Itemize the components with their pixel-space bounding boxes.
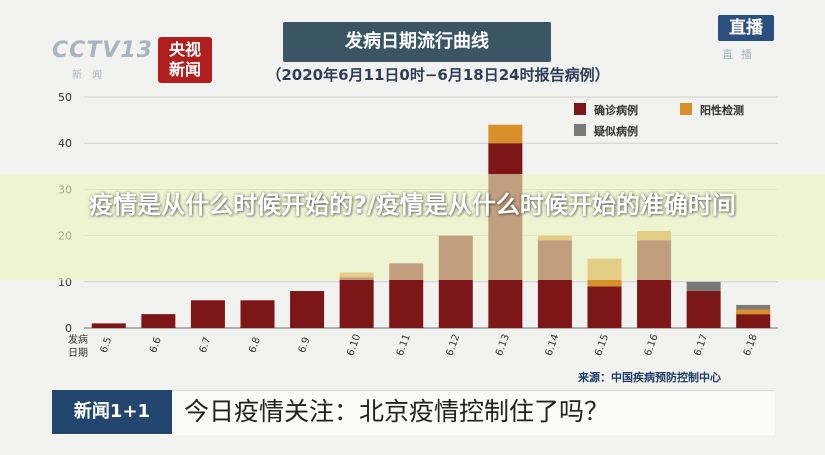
x-axis-label: 发病 [68, 333, 88, 346]
chart-title: 发病日期流行曲线 [283, 22, 551, 62]
cctv-news-logo: 央视 新闻 [158, 37, 212, 83]
headline-overlay-band [0, 174, 825, 280]
x-tick-label: 6.16 [643, 333, 661, 358]
x-tick-label: 6.15 [593, 333, 611, 358]
x-tick-label: 6.9 [297, 336, 313, 355]
cctv13-logo: CCTV13 [52, 38, 153, 63]
y-tick-label: 50 [58, 91, 72, 104]
legend-swatch [574, 103, 586, 115]
live-badge-reflection: 直播 [722, 48, 760, 61]
bar-segment [736, 304, 771, 310]
program-badge: 新闻1+1 [52, 390, 172, 434]
bar-segment [190, 300, 225, 328]
bar-segment [91, 323, 126, 328]
x-tick-label: 6.10 [345, 333, 363, 358]
data-source-note: 来源：中国疾病预防控制中心 [578, 371, 721, 384]
bar-segment [686, 281, 721, 292]
bar-segment [488, 124, 523, 144]
legend-label: 阳性检测 [700, 103, 744, 117]
x-tick-label: 6.17 [692, 333, 710, 358]
legend-label: 疑似病例 [594, 124, 638, 138]
legend-swatch [574, 124, 586, 136]
bar-segment [587, 286, 622, 328]
y-tick-label: 0 [65, 322, 72, 335]
news-ticker-bar [52, 390, 775, 435]
ticker-headline: 今日疫情关注：北京疫情控制住了吗？ [184, 397, 610, 426]
bar-segment [736, 314, 771, 328]
bar-segment [686, 291, 721, 328]
x-tick-label: 6.8 [247, 336, 263, 355]
x-tick-label: 6.6 [148, 336, 164, 355]
bar-segment [240, 300, 275, 328]
x-axis-label-line2: 日期 [68, 347, 88, 359]
bar-segment [736, 309, 771, 315]
cctv-news-caption: 新闻 [72, 70, 112, 81]
x-tick-label: 6.14 [544, 333, 562, 358]
x-tick-label: 6.7 [198, 336, 214, 355]
x-tick-label: 6.12 [444, 333, 462, 358]
bar-segment [141, 314, 176, 328]
legend-swatch [680, 103, 692, 115]
y-tick-label: 40 [58, 137, 72, 150]
chart-subtitle: （2020年6月11日0时−6月18日24时报告病例） [266, 66, 610, 84]
legend-label: 确诊病例 [594, 103, 638, 117]
bar-segment [339, 277, 374, 328]
live-badge: 直播 [718, 15, 774, 41]
headline-overlay-text: 疫情是从什么时候开始的?/疫情是从什么时候开始的准确时间 [89, 191, 736, 219]
x-tick-label: 6.13 [494, 333, 512, 358]
x-tick-label: 6.18 [742, 333, 760, 358]
x-tick-label: 6.11 [395, 333, 413, 358]
x-tick-label: 6.5 [99, 336, 115, 355]
bar-segment [290, 291, 325, 328]
